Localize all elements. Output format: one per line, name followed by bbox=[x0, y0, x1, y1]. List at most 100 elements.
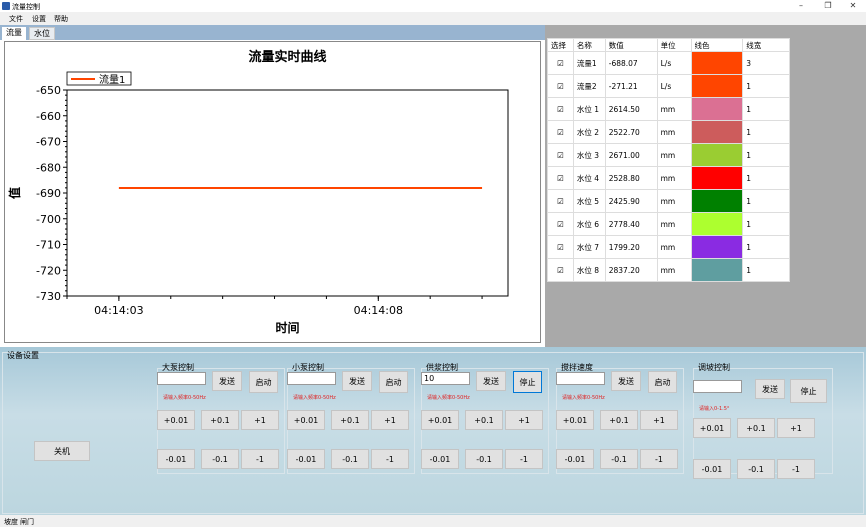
big-pump-start-button[interactable]: 启动 bbox=[249, 371, 278, 393]
small-pump-minus-button[interactable]: -0.1 bbox=[331, 449, 369, 469]
row-line-width[interactable]: 1 bbox=[742, 212, 790, 236]
row-color-swatch[interactable] bbox=[690, 143, 744, 167]
column-header[interactable]: 线色 bbox=[690, 38, 744, 52]
row-checkbox[interactable]: ☑ bbox=[547, 235, 574, 259]
stir-speed-minus-button[interactable]: -0.1 bbox=[600, 449, 638, 469]
big-pump-minus-button[interactable]: -0.1 bbox=[201, 449, 239, 469]
slope-minus-button[interactable]: -0.01 bbox=[693, 459, 731, 479]
row-color-swatch[interactable] bbox=[690, 51, 744, 75]
stir-speed-input[interactable] bbox=[556, 372, 605, 385]
row-checkbox[interactable]: ☑ bbox=[547, 120, 574, 144]
column-header[interactable]: 数值 bbox=[604, 38, 658, 52]
row-color-swatch[interactable] bbox=[690, 189, 744, 213]
big-pump-minus-button[interactable]: -1 bbox=[241, 449, 279, 469]
big-pump-input[interactable] bbox=[157, 372, 206, 385]
row-checkbox[interactable]: ☑ bbox=[547, 97, 574, 121]
maximize-button[interactable]: ❐ bbox=[824, 1, 832, 10]
slurry-supply-plus-button[interactable]: +1 bbox=[505, 410, 543, 430]
small-pump-start-button[interactable]: 启动 bbox=[379, 371, 408, 393]
small-pump-plus-button[interactable]: +1 bbox=[371, 410, 409, 430]
row-checkbox[interactable]: ☑ bbox=[547, 74, 574, 98]
slurry-supply-minus-button[interactable]: -0.01 bbox=[421, 449, 459, 469]
minimize-button[interactable]: – bbox=[799, 1, 803, 10]
tab-flow[interactable]: 流量 bbox=[2, 27, 26, 40]
table-row[interactable]: ☑ 水位 8 2837.20 mm 1 bbox=[547, 258, 790, 282]
small-pump-send-button[interactable]: 发送 bbox=[342, 371, 372, 391]
row-line-width[interactable]: 1 bbox=[742, 189, 790, 213]
table-row[interactable]: ☑ 流量2 -271.21 L/s 1 bbox=[547, 74, 790, 98]
slurry-supply-plus-button[interactable]: +0.01 bbox=[421, 410, 459, 430]
stir-speed-plus-button[interactable]: +0.01 bbox=[556, 410, 594, 430]
stir-speed-send-button[interactable]: 发送 bbox=[611, 371, 641, 391]
row-line-width[interactable]: 1 bbox=[742, 143, 790, 167]
slurry-supply-stop-button[interactable]: 停止 bbox=[513, 371, 542, 393]
slurry-supply-minus-button[interactable]: -0.1 bbox=[465, 449, 503, 469]
row-checkbox[interactable]: ☑ bbox=[547, 258, 574, 282]
big-pump-send-button[interactable]: 发送 bbox=[212, 371, 242, 391]
small-pump-plus-button[interactable]: +0.01 bbox=[287, 410, 325, 430]
slope-minus-button[interactable]: -0.1 bbox=[737, 459, 775, 479]
row-checkbox[interactable]: ☑ bbox=[547, 51, 574, 75]
small-pump-minus-button[interactable]: -0.01 bbox=[287, 449, 325, 469]
row-color-swatch[interactable] bbox=[690, 97, 744, 121]
column-header[interactable]: 选择 bbox=[547, 38, 574, 52]
table-row[interactable]: ☑ 流量1 -688.07 L/s 3 bbox=[547, 51, 790, 75]
table-row[interactable]: ☑ 水位 3 2671.00 mm 1 bbox=[547, 143, 790, 167]
row-color-swatch[interactable] bbox=[690, 74, 744, 98]
row-line-width[interactable]: 1 bbox=[742, 120, 790, 144]
tab-water-level[interactable]: 水位 bbox=[29, 27, 55, 40]
menu-file[interactable]: 文件 bbox=[9, 15, 23, 23]
row-color-swatch[interactable] bbox=[690, 166, 744, 190]
stir-speed-start-button[interactable]: 启动 bbox=[648, 371, 677, 393]
table-row[interactable]: ☑ 水位 2 2522.70 mm 1 bbox=[547, 120, 790, 144]
row-color-swatch[interactable] bbox=[690, 120, 744, 144]
table-row[interactable]: ☑ 水位 5 2425.90 mm 1 bbox=[547, 189, 790, 213]
slurry-supply-minus-button[interactable]: -1 bbox=[505, 449, 543, 469]
stir-speed-minus-button[interactable]: -0.01 bbox=[556, 449, 594, 469]
slurry-supply-plus-button[interactable]: +0.1 bbox=[465, 410, 503, 430]
table-row[interactable]: ☑ 水位 6 2778.40 mm 1 bbox=[547, 212, 790, 236]
small-pump-input[interactable] bbox=[287, 372, 336, 385]
close-button[interactable]: ✕ bbox=[849, 1, 857, 10]
menu-help[interactable]: 帮助 bbox=[54, 15, 68, 23]
small-pump-minus-button[interactable]: -1 bbox=[371, 449, 409, 469]
column-header[interactable]: 名称 bbox=[572, 38, 606, 52]
menu-settings[interactable]: 设置 bbox=[32, 15, 46, 23]
small-pump-plus-button[interactable]: +0.1 bbox=[331, 410, 369, 430]
table-row[interactable]: ☑ 水位 4 2528.80 mm 1 bbox=[547, 166, 790, 190]
big-pump-plus-button[interactable]: +1 bbox=[241, 410, 279, 430]
big-pump-minus-button[interactable]: -0.01 bbox=[157, 449, 195, 469]
row-color-swatch[interactable] bbox=[690, 258, 744, 282]
row-line-width[interactable]: 3 bbox=[742, 51, 790, 75]
row-line-width[interactable]: 1 bbox=[742, 258, 790, 282]
slope-stop-button[interactable]: 停止 bbox=[790, 379, 827, 403]
slurry-supply-input[interactable]: 10 bbox=[421, 372, 470, 385]
slope-send-button[interactable]: 发送 bbox=[755, 379, 785, 399]
row-line-width[interactable]: 1 bbox=[742, 74, 790, 98]
column-header[interactable]: 线宽 bbox=[742, 38, 790, 52]
row-checkbox[interactable]: ☑ bbox=[547, 166, 574, 190]
slope-plus-button[interactable]: +1 bbox=[777, 418, 815, 438]
slope-input[interactable] bbox=[693, 380, 742, 393]
shutdown-button[interactable]: 关机 bbox=[34, 441, 90, 461]
slope-plus-button[interactable]: +0.01 bbox=[693, 418, 731, 438]
slurry-supply-send-button[interactable]: 发送 bbox=[476, 371, 506, 391]
row-color-swatch[interactable] bbox=[690, 235, 744, 259]
column-header[interactable]: 单位 bbox=[656, 38, 692, 52]
row-line-width[interactable]: 1 bbox=[742, 235, 790, 259]
slope-plus-button[interactable]: +0.1 bbox=[737, 418, 775, 438]
big-pump-plus-button[interactable]: +0.1 bbox=[201, 410, 239, 430]
row-color-swatch[interactable] bbox=[690, 212, 744, 236]
big-pump-plus-button[interactable]: +0.01 bbox=[157, 410, 195, 430]
slope-minus-button[interactable]: -1 bbox=[777, 459, 815, 479]
table-row[interactable]: ☑ 水位 7 1799.20 mm 1 bbox=[547, 235, 790, 259]
table-row[interactable]: ☑ 水位 1 2614.50 mm 1 bbox=[547, 97, 790, 121]
row-checkbox[interactable]: ☑ bbox=[547, 212, 574, 236]
row-checkbox[interactable]: ☑ bbox=[547, 143, 574, 167]
stir-speed-plus-button[interactable]: +1 bbox=[640, 410, 678, 430]
stir-speed-minus-button[interactable]: -1 bbox=[640, 449, 678, 469]
stir-speed-plus-button[interactable]: +0.1 bbox=[600, 410, 638, 430]
row-line-width[interactable]: 1 bbox=[742, 166, 790, 190]
row-line-width[interactable]: 1 bbox=[742, 97, 790, 121]
row-checkbox[interactable]: ☑ bbox=[547, 189, 574, 213]
